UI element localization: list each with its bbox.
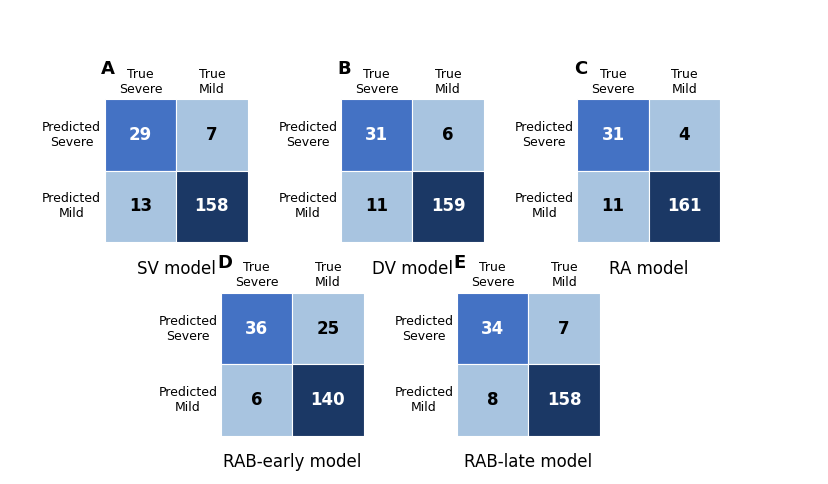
Text: True
Mild: True Mild: [550, 261, 577, 289]
Text: 159: 159: [431, 197, 465, 215]
Text: 7: 7: [558, 319, 570, 337]
Bar: [340, 99, 412, 171]
Text: 158: 158: [195, 197, 229, 215]
Text: True
Mild: True Mild: [434, 68, 461, 96]
Bar: [528, 293, 599, 364]
Text: 29: 29: [128, 126, 152, 144]
Bar: [340, 171, 412, 242]
Text: E: E: [453, 254, 465, 272]
Text: True
Severe: True Severe: [118, 68, 162, 96]
Text: 31: 31: [364, 126, 388, 144]
Text: Predicted
Severe: Predicted Severe: [394, 315, 453, 343]
Text: 11: 11: [365, 197, 388, 215]
Text: True
Mild: True Mild: [670, 68, 697, 96]
Text: RA model: RA model: [609, 260, 687, 278]
Bar: [104, 171, 176, 242]
Bar: [104, 99, 176, 171]
Text: 11: 11: [601, 197, 623, 215]
Bar: [220, 293, 291, 364]
Text: Predicted
Mild: Predicted Mild: [158, 386, 217, 414]
Text: 161: 161: [667, 197, 700, 215]
Text: 34: 34: [480, 319, 503, 337]
Text: Predicted
Severe: Predicted Severe: [158, 315, 217, 343]
Text: Predicted
Mild: Predicted Mild: [42, 192, 101, 220]
Text: Predicted
Mild: Predicted Mild: [514, 192, 573, 220]
Text: RAB-late model: RAB-late model: [464, 454, 592, 471]
Bar: [412, 99, 484, 171]
Text: 31: 31: [600, 126, 623, 144]
Text: 4: 4: [678, 126, 690, 144]
Text: 6: 6: [442, 126, 453, 144]
Text: 13: 13: [128, 197, 152, 215]
Text: A: A: [101, 60, 115, 78]
Text: C: C: [573, 60, 586, 78]
Text: DV model: DV model: [372, 260, 452, 278]
Text: True
Mild: True Mild: [198, 68, 225, 96]
Bar: [291, 293, 363, 364]
Text: RAB-early model: RAB-early model: [223, 454, 361, 471]
Text: Predicted
Mild: Predicted Mild: [394, 386, 453, 414]
Text: True
Severe: True Severe: [354, 68, 398, 96]
Text: 36: 36: [244, 319, 267, 337]
Text: 140: 140: [310, 391, 344, 409]
Bar: [648, 99, 720, 171]
Text: 158: 158: [546, 391, 580, 409]
Text: 6: 6: [251, 391, 262, 409]
Text: Predicted
Severe: Predicted Severe: [514, 121, 573, 149]
Bar: [412, 171, 484, 242]
Text: Predicted
Mild: Predicted Mild: [278, 192, 337, 220]
Text: True
Severe: True Severe: [590, 68, 634, 96]
Bar: [456, 364, 528, 436]
Text: True
Mild: True Mild: [314, 261, 341, 289]
Bar: [176, 171, 248, 242]
Text: B: B: [337, 60, 351, 78]
Text: 7: 7: [206, 126, 218, 144]
Text: SV model: SV model: [137, 260, 215, 278]
Text: D: D: [217, 254, 232, 272]
Text: True
Severe: True Severe: [470, 261, 514, 289]
Bar: [576, 99, 648, 171]
Text: Predicted
Severe: Predicted Severe: [278, 121, 337, 149]
Bar: [648, 171, 720, 242]
Bar: [456, 293, 528, 364]
Bar: [291, 364, 363, 436]
Bar: [576, 171, 648, 242]
Text: 25: 25: [316, 319, 339, 337]
Text: 8: 8: [487, 391, 498, 409]
Bar: [176, 99, 248, 171]
Text: Predicted
Severe: Predicted Severe: [42, 121, 101, 149]
Bar: [528, 364, 599, 436]
Bar: [220, 364, 291, 436]
Text: True
Severe: True Severe: [234, 261, 278, 289]
